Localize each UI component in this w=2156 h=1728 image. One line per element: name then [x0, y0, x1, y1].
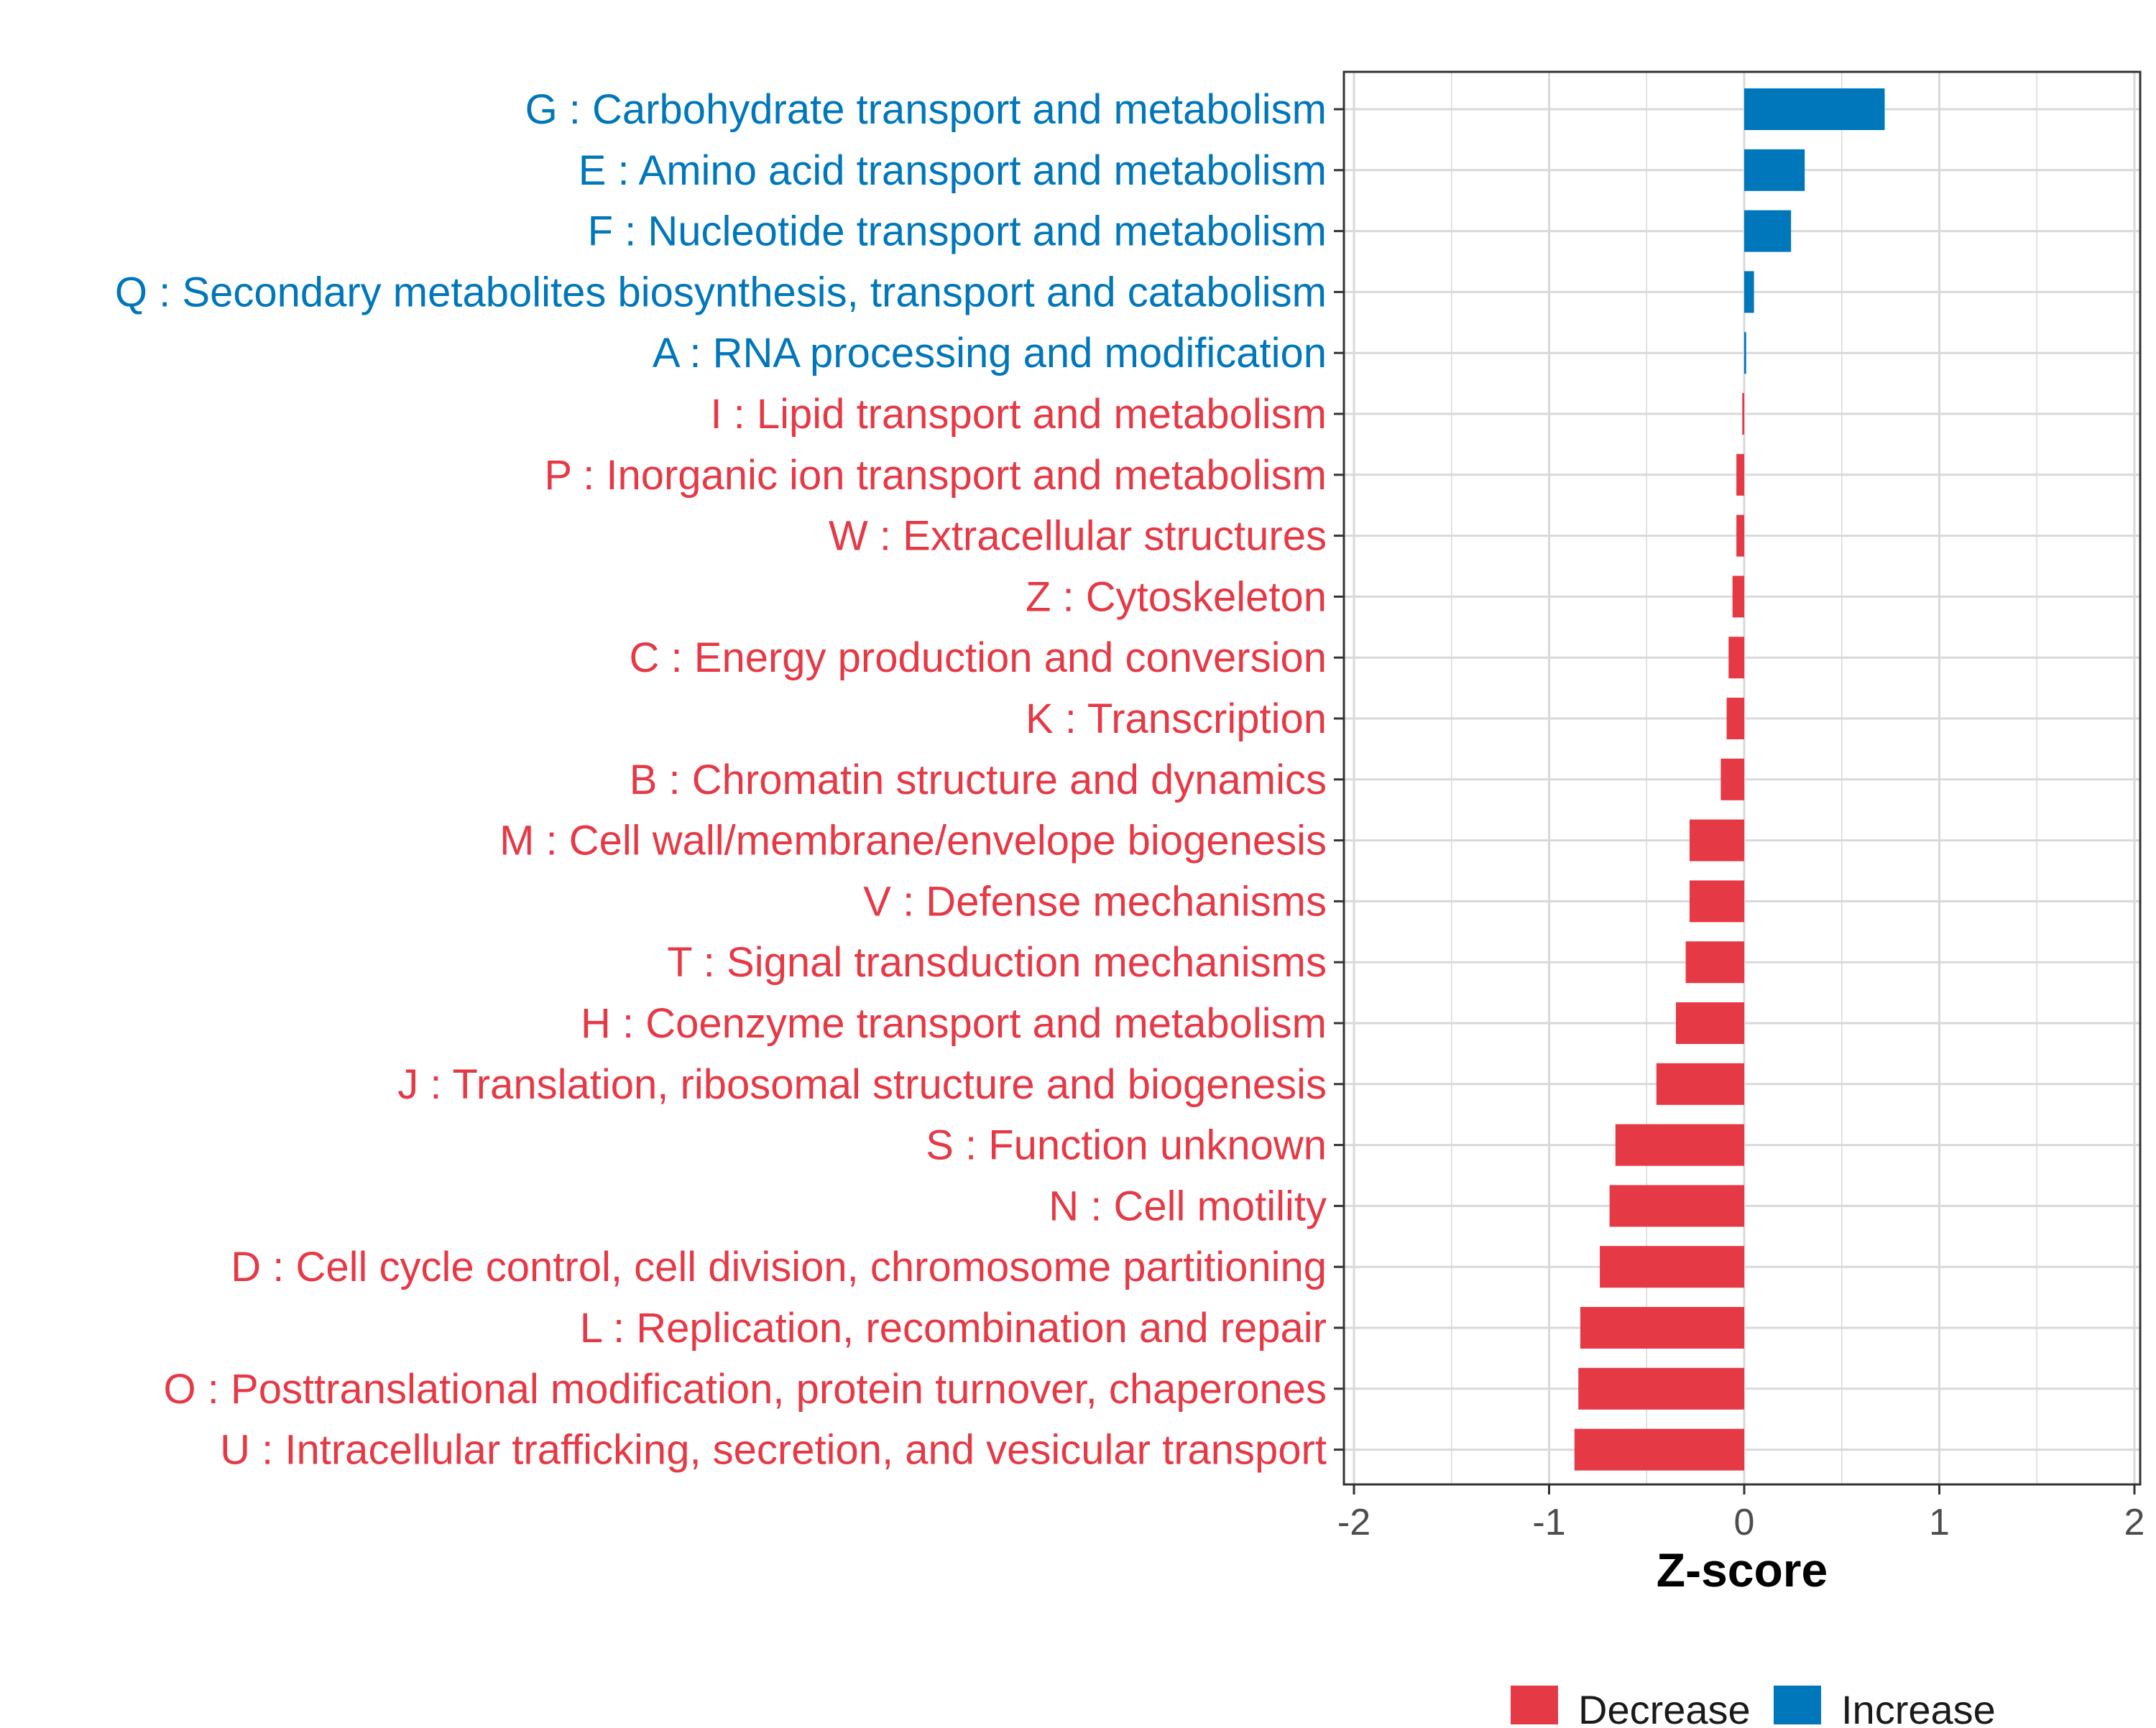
y-axis-ticks	[1334, 108, 1344, 1451]
category-label: K : Transcription	[1026, 696, 1327, 742]
bar-c	[1728, 637, 1744, 679]
legend-swatch-increase	[1774, 1686, 1821, 1728]
category-label: S : Function unknown	[926, 1122, 1327, 1169]
x-tick-label: 0	[1734, 1502, 1755, 1543]
category-label: V : Defense mechanisms	[863, 878, 1327, 925]
x-tick-label: -2	[1337, 1502, 1370, 1543]
category-label: G : Carbohydrate transport and metabolis…	[525, 86, 1327, 133]
bar-u	[1574, 1428, 1744, 1471]
category-label: D : Cell cycle control, cell division, c…	[231, 1244, 1327, 1290]
category-label: Q : Secondary metabolites biosynthesis, …	[115, 269, 1327, 315]
x-axis-ticks	[1353, 1484, 2136, 1494]
bar-j	[1656, 1063, 1744, 1105]
y-axis-labels: G : Carbohydrate transport and metabolis…	[115, 86, 1327, 1474]
x-axis-tick-labels: -2 -1 0 1 2	[1337, 1502, 2145, 1543]
bar-o	[1578, 1367, 1744, 1410]
legend-label-decrease: Decrease	[1578, 1687, 1751, 1724]
category-label: L : Replication, recombination and repai…	[580, 1305, 1327, 1352]
bar-g	[1744, 88, 1885, 130]
category-label: A : RNA processing and modification	[653, 330, 1327, 376]
legend: Decrease Increase	[1511, 1686, 1996, 1728]
bar-w	[1736, 514, 1744, 557]
category-label: N : Cell motility	[1049, 1183, 1327, 1229]
bar-k	[1726, 698, 1744, 739]
bar-b	[1720, 758, 1744, 800]
bar-s	[1615, 1124, 1744, 1166]
bar-p	[1736, 453, 1744, 496]
panel-border	[1342, 70, 2142, 1486]
legend-label-increase: Increase	[1841, 1687, 1996, 1724]
category-label: I : Lipid transport and metabolism	[710, 391, 1327, 438]
category-label: F : Nucleotide transport and metabolism	[588, 208, 1327, 255]
bars	[1574, 88, 1885, 1471]
bar-a	[1744, 332, 1746, 374]
category-label: J : Translation, ribosomal structure and…	[397, 1061, 1327, 1108]
category-label: W : Extracellular structures	[829, 513, 1327, 560]
x-tick-label: 2	[2124, 1502, 2145, 1543]
bar-f	[1744, 210, 1792, 252]
x-tick-label: -1	[1532, 1502, 1565, 1543]
category-label: H : Coenzyme transport and metabolism	[581, 1000, 1327, 1047]
category-label: E : Amino acid transport and metabolism	[579, 147, 1327, 194]
x-axis-title: Z-score	[1657, 1543, 1828, 1597]
bar-d	[1600, 1246, 1744, 1288]
bar-m	[1689, 819, 1744, 861]
category-label: U : Intracellular trafficking, secretion…	[220, 1427, 1327, 1474]
bar-z	[1732, 576, 1744, 618]
category-label: O : Posttranslational modification, prot…	[164, 1366, 1327, 1413]
bar-i	[1742, 393, 1744, 435]
bar-q	[1744, 271, 1754, 313]
bar-v	[1689, 880, 1744, 923]
bar-h	[1675, 1002, 1744, 1044]
bar-e	[1744, 149, 1805, 191]
category-label: M : Cell wall/membrane/envelope biogenes…	[499, 818, 1327, 864]
bar-n	[1609, 1185, 1744, 1227]
bar-t	[1685, 941, 1744, 984]
category-label: C : Energy production and conversion	[630, 634, 1327, 681]
category-label: Z : Cytoskeleton	[1026, 573, 1327, 620]
category-label: B : Chromatin structure and dynamics	[630, 757, 1327, 803]
category-label: P : Inorganic ion transport and metaboli…	[544, 452, 1327, 499]
bar-l	[1580, 1307, 1744, 1349]
legend-swatch-decrease	[1511, 1686, 1558, 1728]
x-tick-label: 1	[1929, 1502, 1950, 1543]
category-label: T : Signal transduction mechanisms	[667, 939, 1327, 986]
